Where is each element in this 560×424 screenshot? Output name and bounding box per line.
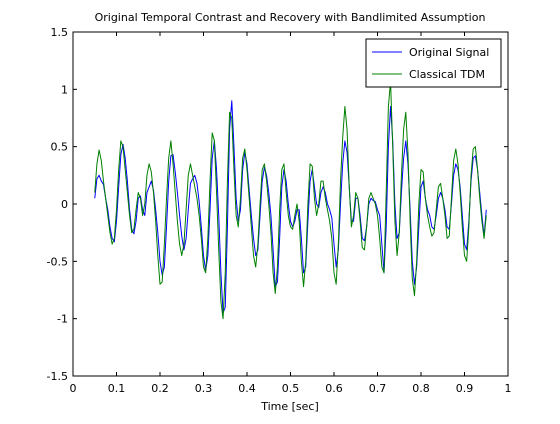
plot-area: 0 0.1 0.2 0.3 0.4 0.5 0.6 0.7 0.8 0.9 1 -1.5 -1 -0.5 0…: [47, 26, 512, 395]
y-tick-label: -0.5: [47, 255, 68, 268]
series-line-original-signal: [94, 100, 487, 314]
x-tick-label: 1: [505, 382, 512, 395]
x-axis-label: Time [sec]: [260, 400, 319, 413]
series-layer: [94, 80, 487, 320]
chart-title: Original Temporal Contrast and Recovery …: [95, 11, 486, 24]
x-tick-label: 0.9: [456, 382, 474, 395]
legend-box: [365, 38, 502, 88]
x-tick-label: 0.5: [282, 382, 300, 395]
x-tick-label: 0: [70, 382, 77, 395]
legend: Original Signal Classical TDM: [365, 38, 502, 88]
x-tick-label: 0.8: [412, 382, 430, 395]
y-tick-label: 0.5: [51, 141, 69, 154]
legend-label-classical-tdm: Classical TDM: [409, 68, 485, 81]
y-tick-label: -1.5: [47, 370, 68, 383]
y-tick-label: 1: [61, 83, 68, 96]
x-tick-label: 0.6: [325, 382, 343, 395]
y-tick-label: -1: [57, 313, 68, 326]
y-tick-label: 1.5: [51, 26, 69, 39]
x-tick-label: 0.4: [238, 382, 256, 395]
x-tick-label: 0.7: [369, 382, 387, 395]
x-tick-label: 0.3: [195, 382, 213, 395]
x-tick-label: 0.1: [108, 382, 126, 395]
ticks-layer: 0 0.1 0.2 0.3 0.4 0.5 0.6 0.7 0.8 0.9 1 -1.5 -1 -0.5 0…: [47, 26, 512, 395]
x-tick-label: 0.2: [151, 382, 169, 395]
series-line-classical-tdm: [94, 80, 487, 320]
y-tick-label: 0: [61, 198, 68, 211]
legend-label-original-signal: Original Signal: [409, 46, 489, 59]
